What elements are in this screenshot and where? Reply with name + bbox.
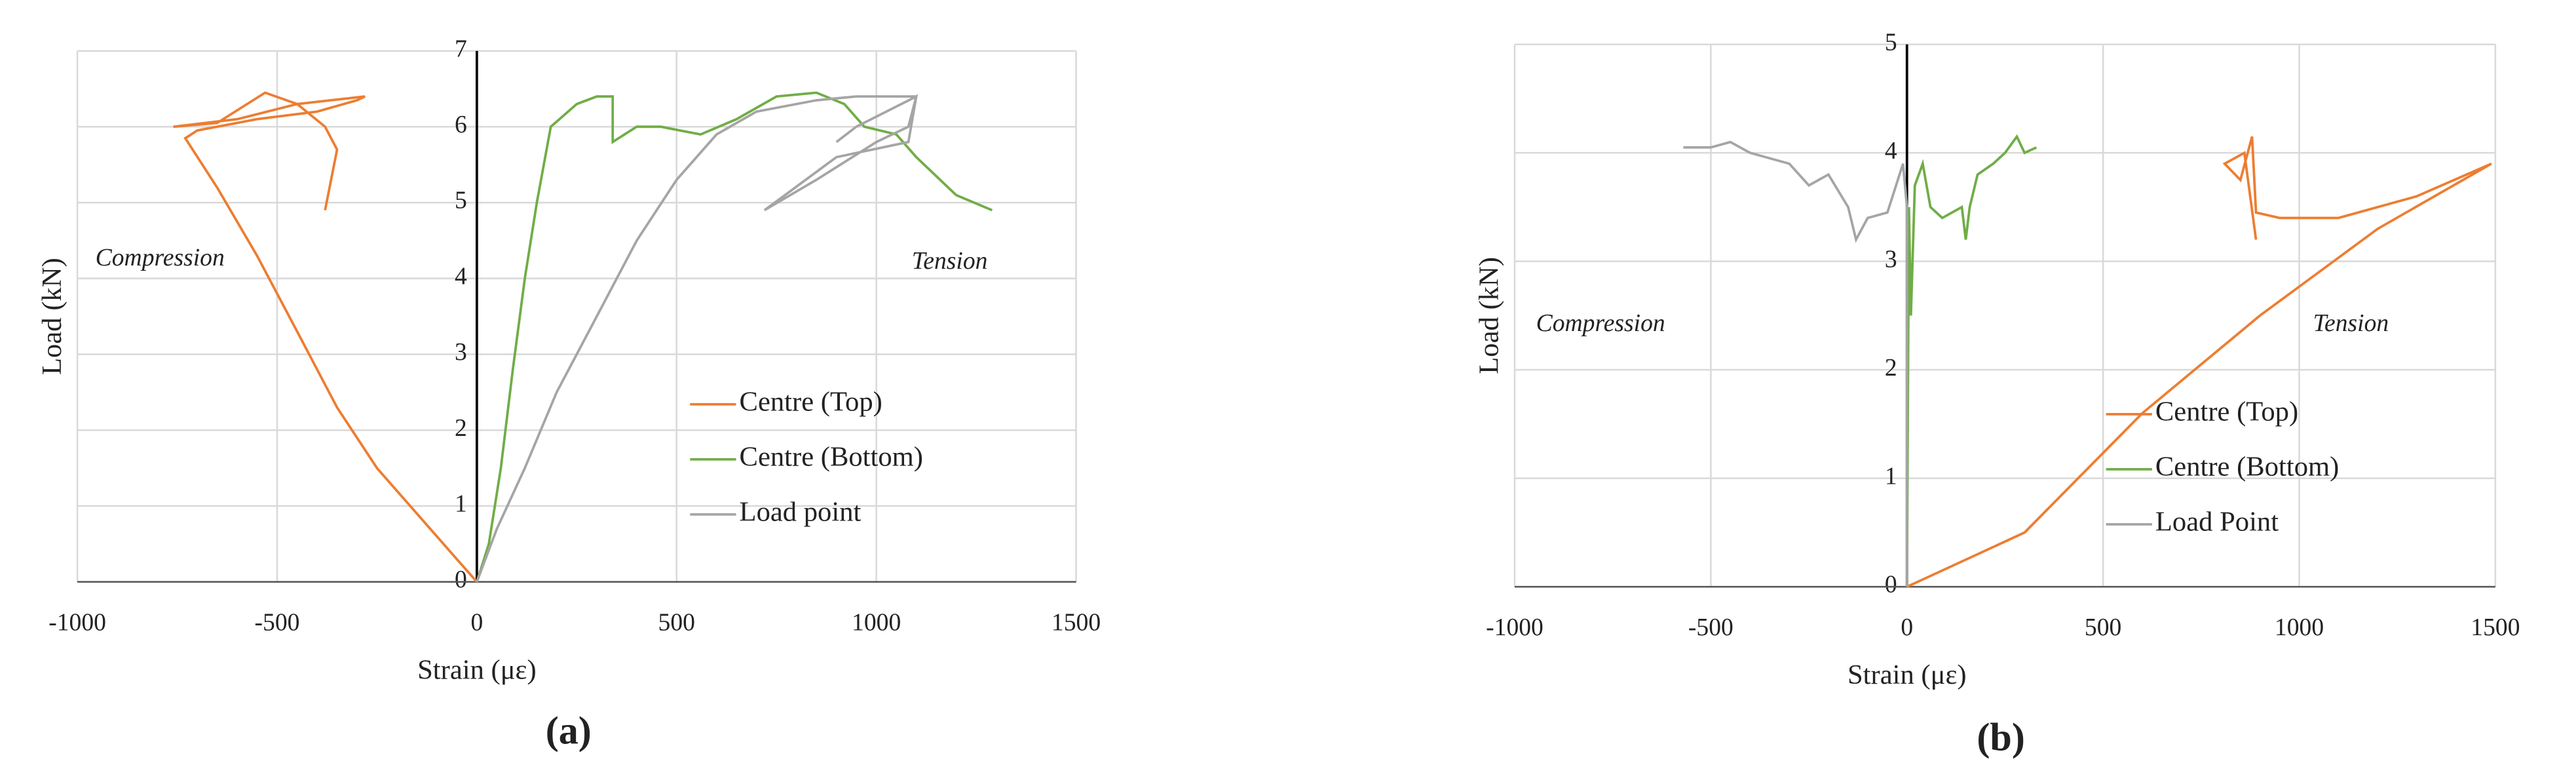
y-tick-label: 2 (1885, 354, 1897, 382)
series-line (476, 91, 993, 583)
x-tick-label: 0 (1901, 614, 1913, 641)
panel-label: (a) (546, 709, 592, 753)
panel-label: (b) (1977, 716, 2025, 760)
y-axis-label: Load (kN) (37, 258, 67, 375)
annotation: Tension (912, 247, 988, 275)
y-tick-label: 7 (455, 35, 467, 62)
y-tick-label: 6 (455, 111, 467, 138)
x-tick-label: 500 (2085, 614, 2121, 641)
legend-label: Centre (Bottom) (740, 442, 923, 473)
x-tick-label: -500 (255, 608, 300, 636)
x-tick-label: -1000 (48, 608, 106, 636)
series-line (1905, 134, 2037, 587)
series-line (173, 91, 478, 583)
y-tick-label: 1 (1885, 462, 1897, 490)
legend-label: Centre (Top) (740, 387, 882, 418)
y-tick-label: 0 (1885, 571, 1897, 598)
legend-label: Load Point (2155, 507, 2279, 538)
y-axis-label: Load (kN) (1474, 257, 1505, 374)
legend-label: Centre (Bottom) (2155, 452, 2339, 482)
annotation: Compression (96, 244, 225, 271)
x-axis-label: Strain (με) (1847, 659, 1967, 690)
y-tick-label: 3 (455, 338, 467, 366)
x-tick-label: 500 (658, 608, 695, 636)
y-tick-label: 5 (455, 187, 467, 214)
legend-label: Load point (740, 497, 862, 528)
series-line (476, 94, 919, 583)
x-tick-label: -1000 (1486, 614, 1544, 641)
y-tick-label: 1 (455, 490, 467, 518)
y-tick-label: 4 (455, 262, 467, 290)
x-tick-label: 1500 (1051, 608, 1101, 636)
series-line (1683, 140, 1908, 587)
x-tick-label: -500 (1688, 614, 1733, 641)
x-tick-label: 1000 (2275, 614, 2324, 641)
y-tick-label: 2 (455, 414, 467, 442)
annotation: Tension (2313, 309, 2389, 337)
annotation: Compression (1536, 309, 1665, 337)
series-line (1906, 136, 2492, 588)
x-tick-label: 1500 (2471, 614, 2520, 641)
x-tick-label: 1000 (852, 608, 901, 636)
legend-label: Centre (Top) (2155, 397, 2298, 427)
y-tick-label: 5 (1885, 28, 1897, 56)
x-tick-label: 0 (470, 608, 483, 636)
y-tick-label: 3 (1885, 245, 1897, 273)
y-tick-label: 0 (455, 566, 467, 593)
x-axis-label: Strain (με) (417, 654, 537, 685)
y-tick-label: 4 (1885, 137, 1897, 165)
